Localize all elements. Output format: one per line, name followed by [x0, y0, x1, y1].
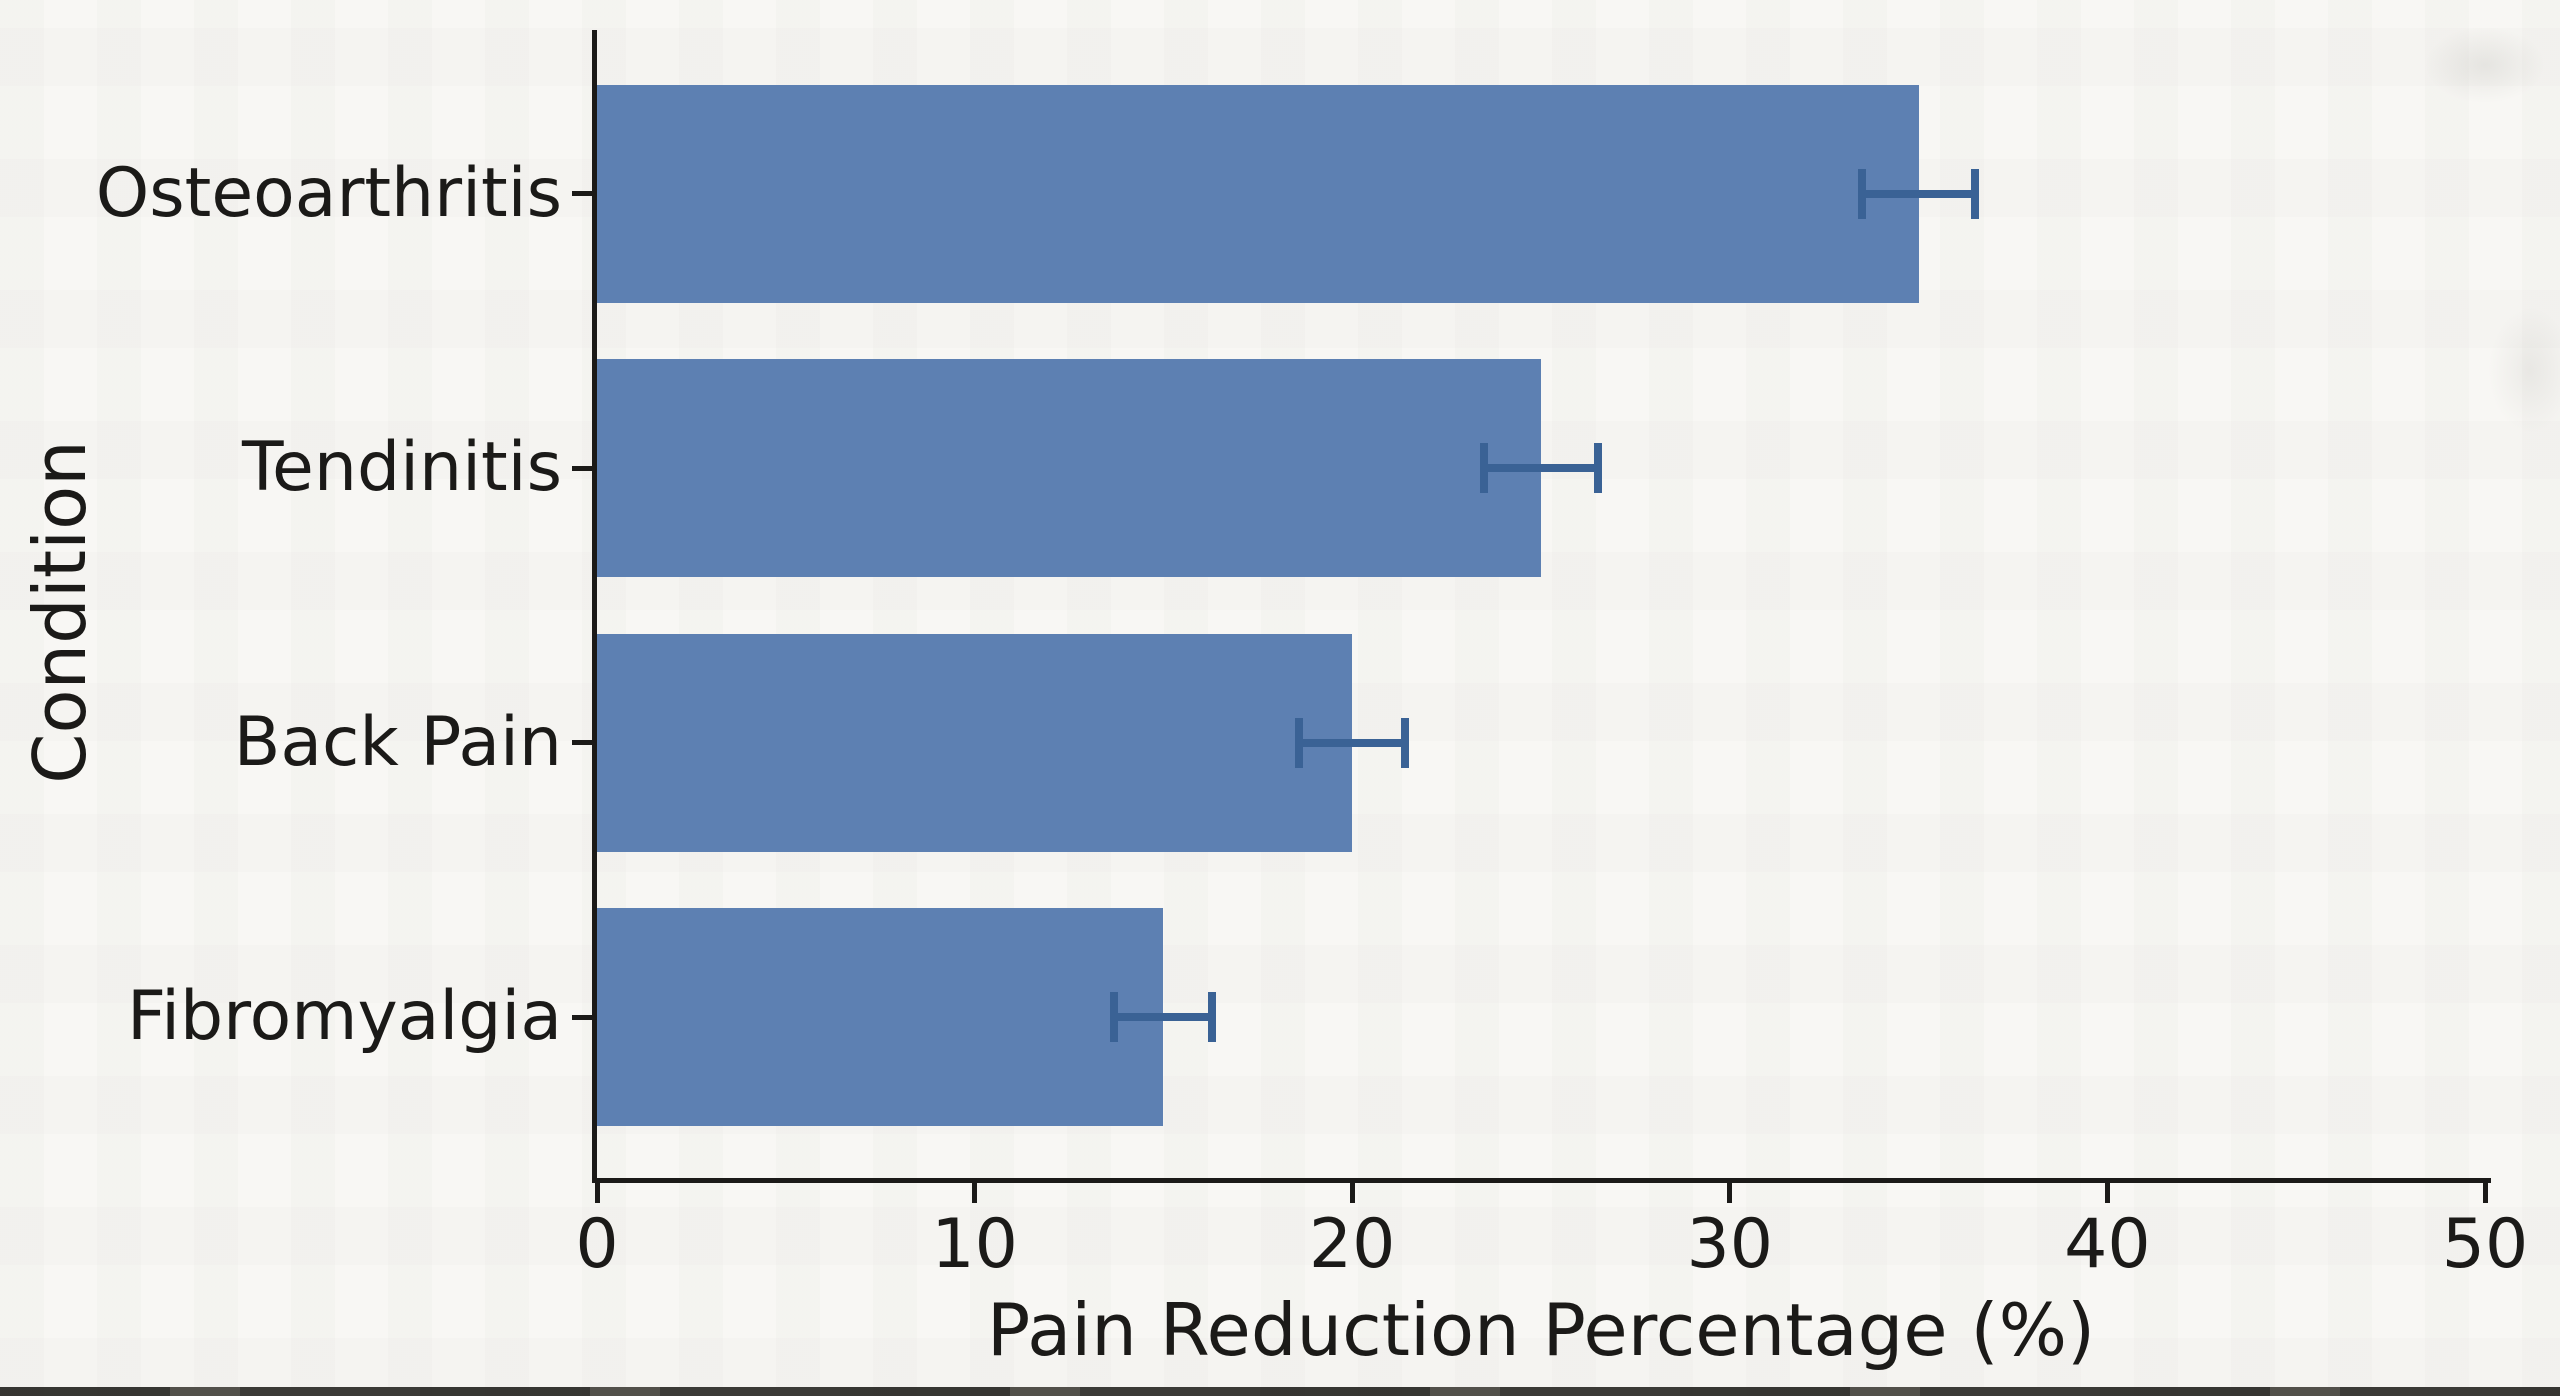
- bottom-edge-artifact: [0, 1387, 2560, 1396]
- y-axis-title: Condition: [18, 440, 102, 784]
- y-tick: [572, 740, 592, 746]
- x-tick-label: 20: [1308, 1205, 1396, 1284]
- error-bar-cap: [1208, 992, 1217, 1043]
- x-tick: [1727, 1183, 1733, 1203]
- x-tick: [1349, 1183, 1355, 1203]
- bar: [597, 633, 1353, 852]
- category-label: Fibromyalgia: [126, 977, 562, 1057]
- bar: [597, 84, 1919, 303]
- y-axis-spine: [592, 30, 597, 1183]
- error-bar-cap: [1971, 168, 1980, 219]
- x-tick-label: 10: [931, 1205, 1018, 1284]
- error-bar-cap: [1480, 443, 1489, 494]
- category-label: Back Pain: [233, 702, 562, 782]
- x-tick: [972, 1183, 978, 1203]
- x-tick-label: 40: [2064, 1205, 2151, 1284]
- error-bar-line: [1861, 189, 1976, 198]
- x-tick-label: 0: [575, 1205, 619, 1284]
- x-axis-spine: [592, 1178, 2491, 1183]
- bar: [597, 359, 1541, 578]
- x-tick: [594, 1183, 600, 1203]
- category-label: Osteoarthritis: [95, 153, 562, 233]
- error-bar-cap: [1593, 443, 1602, 494]
- x-tick-label: 30: [1686, 1205, 1774, 1284]
- x-tick: [2482, 1183, 2488, 1203]
- error-bar-cap: [1110, 992, 1119, 1043]
- error-bar-cap: [1857, 168, 1866, 219]
- category-label: Tendinitis: [242, 428, 562, 508]
- y-tick: [572, 1014, 592, 1020]
- error-bar-cap: [1401, 717, 1410, 768]
- x-axis-title: Pain Reduction Percentage (%): [986, 1288, 2096, 1372]
- error-bar-line: [1114, 1013, 1213, 1022]
- error-bar-line: [1299, 738, 1406, 747]
- x-tick: [2104, 1183, 2110, 1203]
- bar: [597, 908, 1164, 1127]
- y-tick: [572, 465, 592, 471]
- error-bar-cap: [1295, 717, 1304, 768]
- error-bar-line: [1484, 464, 1598, 473]
- x-tick-label: 50: [2441, 1205, 2529, 1284]
- y-tick: [572, 191, 592, 196]
